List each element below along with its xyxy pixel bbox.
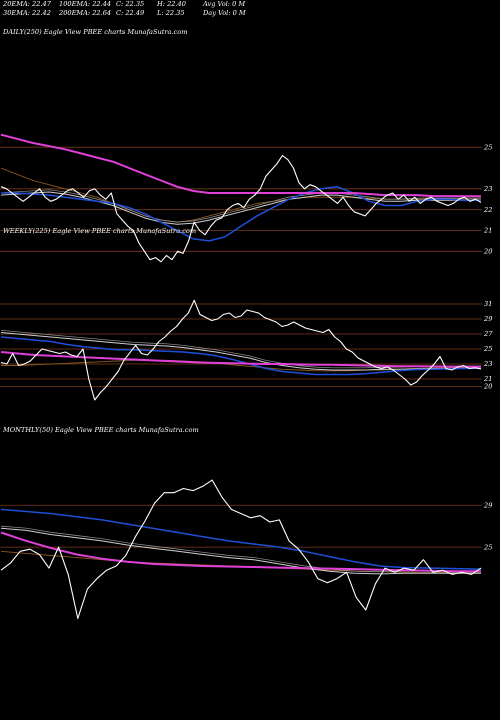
ema200-value: 200EMA: 22.64 — [59, 9, 112, 17]
ema20-value: 20EMA: 22.47 — [3, 0, 51, 8]
ema-blue-line — [1, 185, 481, 242]
ema-blue-line — [0, 508, 482, 570]
ema-white-gray-line — [0, 191, 481, 225]
indicator-row-1: 20EMA: 22.47 100EMA: 22.44 C: 22.35 H: 22.4… — [3, 0, 263, 9]
y-tick-label: 23 — [483, 360, 492, 368]
day-volume-value: Day Vol: 0 M — [203, 9, 246, 17]
y-tick-label: 29 — [483, 501, 492, 509]
ema-magenta-line — [0, 133, 481, 198]
ema-white-gray-line — [0, 332, 482, 371]
y-tick-label: 20 — [483, 248, 492, 256]
y-tick-label: 21 — [483, 227, 492, 235]
y-tick-label: 25 — [483, 543, 492, 551]
ema-white-gray-line — [0, 527, 481, 575]
y-tick-label: 22 — [483, 206, 492, 214]
price-line — [0, 479, 482, 619]
daily-panel: 25 23 22 21 20 DAILY(250) Eagle View PBEE cha… — [0, 28, 492, 263]
close-value: C: 22.35 — [116, 0, 145, 8]
ema30-value: 30EMA: 22.42 — [3, 9, 51, 17]
ema-blue-line — [0, 336, 482, 376]
indicator-row-2: 30EMA: 22.42 200EMA: 22.64 C: 22.49 L: 22.3… — [3, 9, 263, 18]
y-tick-label: 29 — [483, 315, 492, 323]
y-tick-label: 31 — [484, 300, 492, 308]
y-tick-label: 23 — [483, 185, 492, 193]
y-tick-label: 20 — [483, 383, 492, 391]
monthly-panel-title: MONTHLY(50) Eagle View PBEE charts Munaf… — [2, 426, 199, 434]
y-tick-label: 27 — [483, 330, 493, 338]
high-value: H: 22.40 — [157, 0, 186, 8]
y-tick-label: 21 — [483, 375, 492, 383]
y-tick-label: 25 — [483, 345, 492, 353]
daily-panel-title: DAILY(250) Eagle View PBEE charts Munafa… — [2, 28, 187, 36]
low-value: L: 22.35 — [157, 9, 185, 17]
prev-close-value: C: 22.49 — [116, 9, 145, 17]
ema-magenta-line — [0, 531, 481, 573]
ema-gray-line — [0, 525, 481, 573]
indicator-header: 20EMA: 22.47 100EMA: 22.44 C: 22.35 H: 22.4… — [3, 0, 263, 18]
price-line — [0, 299, 482, 401]
avg-volume-value: Avg Vol: 0 M — [203, 0, 246, 8]
monthly-panel: 29 25 MONTHLY(50) Eagle View PBEE charts M… — [0, 426, 492, 619]
ema-magenta-line — [0, 351, 482, 368]
price-line — [0, 154, 482, 263]
weekly-panel-title: WEEKLY(225) Eagle View PBEE charts Munaf… — [3, 227, 196, 235]
y-tick-label: 25 — [483, 143, 492, 151]
ema100-value: 100EMA: 22.44 — [59, 0, 112, 8]
